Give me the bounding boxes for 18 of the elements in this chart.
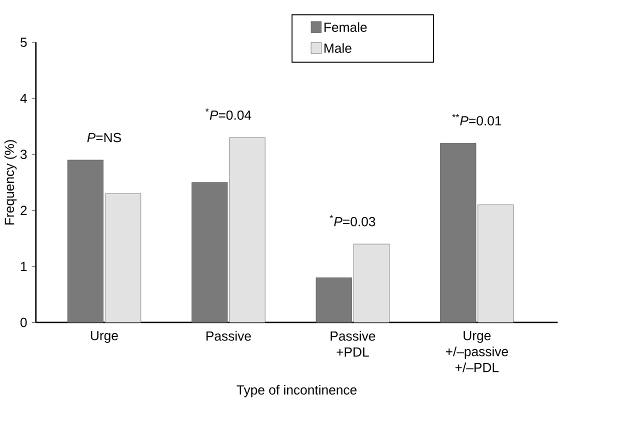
y-tick-label: 0 (20, 318, 27, 328)
legend-label: Female (324, 22, 367, 32)
y-axis-title: Frequency (%) (4, 140, 17, 224)
annotation: $^{**}$P=0.01 (452, 114, 502, 126)
annotation: $^{*}$P=0.04 (206, 108, 252, 120)
annotation: P=NS (87, 132, 121, 142)
y-tick-label: 5 (20, 38, 27, 47)
y-tick-label: 3 (20, 150, 27, 160)
y-tick-label: 4 (20, 94, 27, 103)
y-tick-label: 2 (20, 206, 27, 215)
x-tick-label: Urge (90, 331, 118, 343)
x-tick-label: Urge +/–passive +/–PDL (446, 331, 508, 372)
annotation: $^{*}$P=0.03 (330, 214, 376, 226)
y-tick-label: 1 (20, 262, 27, 271)
x-tick-label: Passive (206, 331, 251, 341)
x-tick-label: Passive +PDL (330, 331, 376, 357)
x-axis-title: Type of incontinence (236, 384, 357, 398)
legend-label: Male (324, 43, 352, 53)
